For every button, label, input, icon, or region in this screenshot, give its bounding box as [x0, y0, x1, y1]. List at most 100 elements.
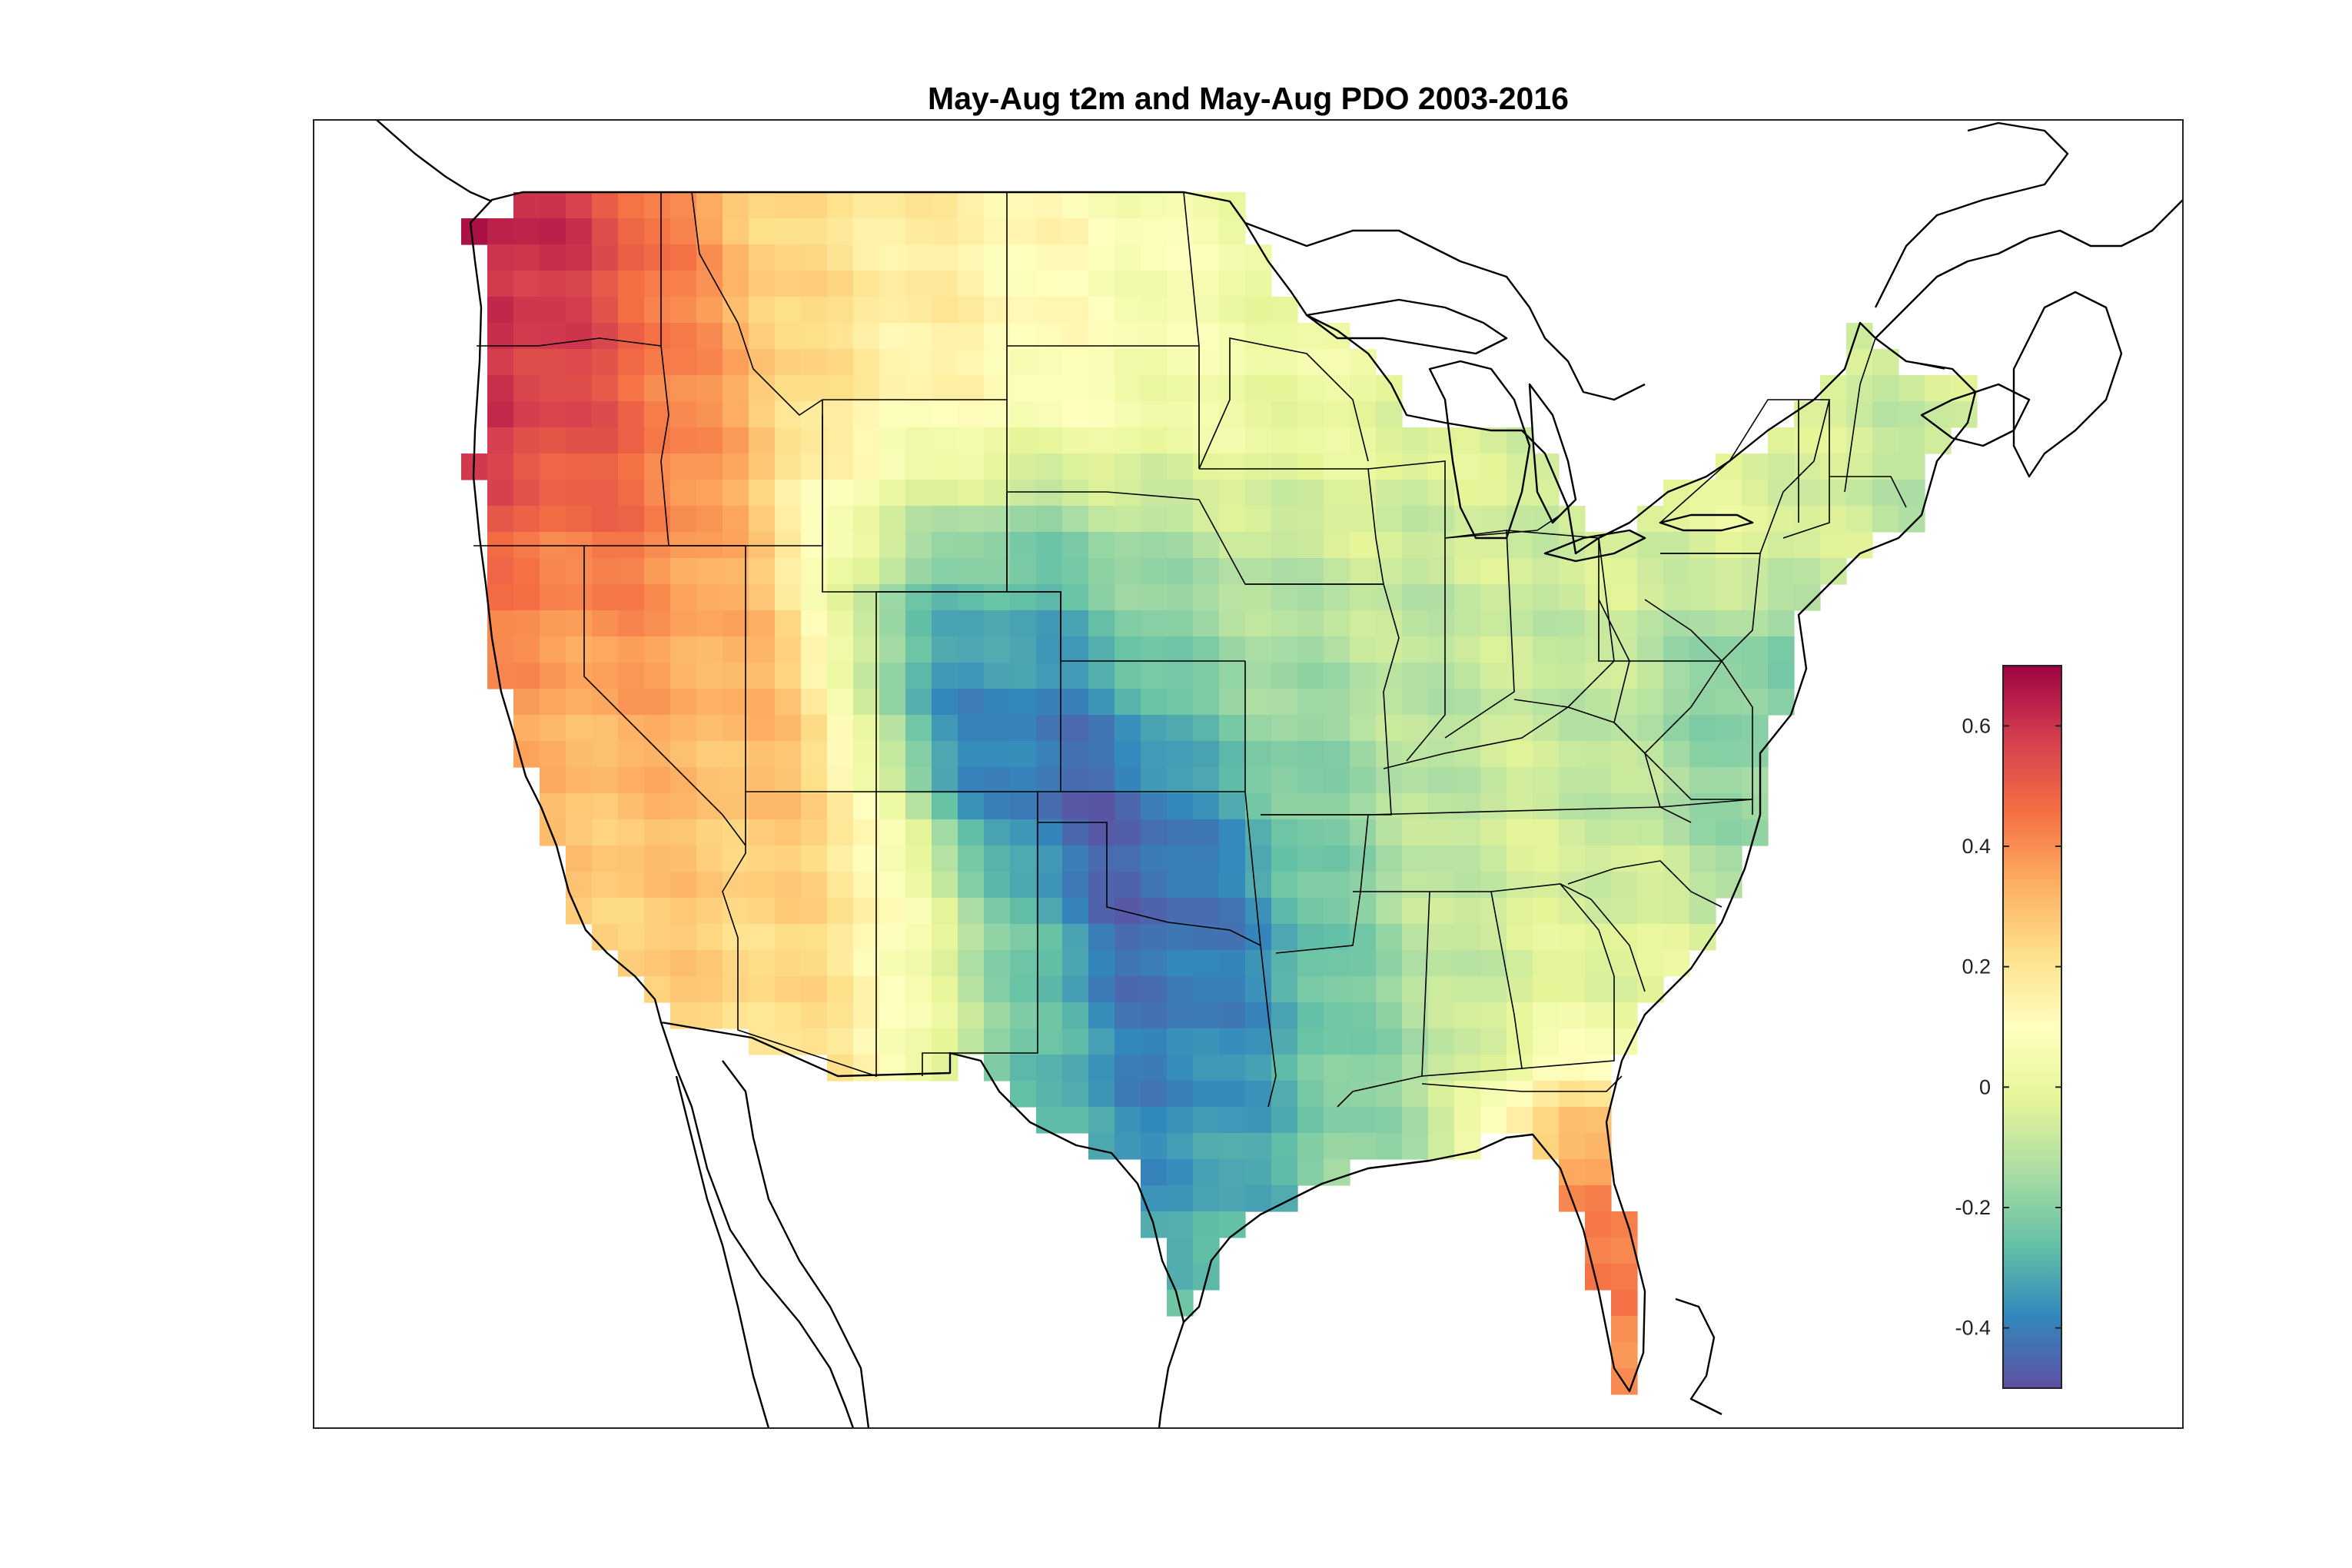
heatmap-cell [932, 375, 958, 402]
heatmap-cell [487, 375, 514, 402]
heatmap-cell [905, 1055, 932, 1081]
heatmap-cell [1533, 1133, 1560, 1160]
heatmap-cell [566, 401, 593, 428]
heatmap-cell [1245, 323, 1272, 350]
heatmap-cell [670, 244, 697, 271]
heatmap-cell [932, 1028, 958, 1055]
heatmap-cell [932, 244, 958, 271]
heatmap-cell [1716, 741, 1742, 768]
heatmap-cell [696, 218, 723, 245]
heatmap-cell [958, 192, 985, 219]
heatmap-cell [853, 898, 880, 925]
heatmap-cell [1245, 689, 1272, 716]
heatmap-cell [905, 192, 932, 219]
heatmap-cell [1115, 819, 1141, 846]
heatmap-cell [1062, 819, 1089, 846]
heatmap-cell [801, 375, 828, 402]
heatmap-cell [1088, 976, 1115, 1003]
heatmap-cell [1088, 767, 1115, 794]
lake-superior [1305, 298, 1508, 355]
heatmap-cell [1141, 323, 1168, 350]
heatmap-cell [1637, 636, 1664, 663]
heatmap-cell [723, 741, 749, 768]
heatmap-cell [1088, 297, 1115, 324]
heatmap-cell [1533, 663, 1560, 689]
heatmap-cell [775, 872, 802, 899]
heatmap-cell [566, 793, 593, 820]
heatmap-cell [487, 427, 514, 454]
heatmap-cell [1036, 584, 1063, 611]
heatmap-cell [1115, 506, 1141, 533]
heatmap-cell [1010, 872, 1037, 899]
heatmap-cell [827, 845, 854, 872]
heatmap-cell [1167, 636, 1194, 663]
heatmap-cell [670, 663, 697, 689]
heatmap-cell [1167, 1185, 1194, 1212]
heatmap-cell [723, 192, 749, 219]
heatmap-cell [1062, 558, 1089, 585]
heatmap-cell [1193, 663, 1220, 689]
heatmap-cell [1611, 689, 1638, 716]
heatmap-cell [1507, 1107, 1533, 1134]
heatmap-cell [879, 401, 906, 428]
heatmap-cell [1115, 349, 1141, 376]
heatmap-cell [1010, 323, 1037, 350]
heatmap-cell [670, 793, 697, 820]
heatmap-cell [723, 244, 749, 271]
heatmap-cell [1115, 663, 1141, 689]
heatmap-cell [905, 323, 932, 350]
heatmap-cell [1585, 1185, 1612, 1212]
heatmap-cell [775, 349, 802, 376]
heatmap-cell [984, 271, 1011, 297]
heatmap-cell [1062, 375, 1089, 402]
heatmap-cell [566, 767, 593, 794]
heatmap-cell [1480, 1055, 1507, 1081]
heatmap-cell [1036, 610, 1063, 637]
heatmap-cell [592, 349, 619, 376]
heatmap-cell [1324, 349, 1350, 376]
heatmap-cell [1062, 793, 1089, 820]
heatmap-cell [1167, 1264, 1194, 1291]
heatmap-cell [749, 845, 776, 872]
heatmap-cell [1088, 584, 1115, 611]
heatmap-cell [1167, 924, 1194, 951]
heatmap-cell [1324, 453, 1350, 480]
heatmap-cell [1742, 636, 1769, 663]
heatmap-cell [1297, 872, 1324, 899]
heatmap-cell [540, 506, 566, 533]
heatmap-cell [696, 715, 723, 742]
heatmap-cell [1324, 1028, 1350, 1055]
heatmap-cell [1115, 192, 1141, 219]
heatmap-cell [1507, 663, 1533, 689]
heatmap-cell [1716, 819, 1742, 846]
heatmap-cell [1062, 1081, 1089, 1108]
heatmap-cell [1219, 1055, 1246, 1081]
heatmap-cell [670, 427, 697, 454]
nm-border [876, 791, 1038, 1076]
heatmap-cell [1167, 741, 1194, 768]
heatmap-cell [984, 375, 1011, 402]
heatmap-cell [1219, 584, 1246, 611]
heatmap-cell [905, 689, 932, 716]
heatmap-cell [1794, 453, 1821, 480]
heatmap-cell [1245, 401, 1272, 428]
heatmap-cell [749, 244, 776, 271]
heatmap-cell [1768, 584, 1795, 611]
heatmap-cell [1167, 1159, 1194, 1186]
heatmap-cell [984, 532, 1011, 559]
heatmap-cell [1297, 610, 1324, 637]
heatmap-cell [984, 741, 1011, 768]
heatmap-cell [1115, 1133, 1141, 1160]
heatmap-cell [1115, 453, 1141, 480]
heatmap-cell [1637, 610, 1664, 637]
heatmap-cell [644, 584, 671, 611]
heatmap-cell [1376, 898, 1403, 925]
heatmap-cell [1689, 793, 1716, 820]
heatmap-cell [905, 976, 932, 1003]
heatmap-cell [592, 584, 619, 611]
heatmap-cell [1454, 976, 1481, 1003]
heatmap-cell [1480, 819, 1507, 846]
heatmap-cell [1324, 663, 1350, 689]
heatmap-cell [1663, 741, 1690, 768]
heatmap-cell [1480, 715, 1507, 742]
